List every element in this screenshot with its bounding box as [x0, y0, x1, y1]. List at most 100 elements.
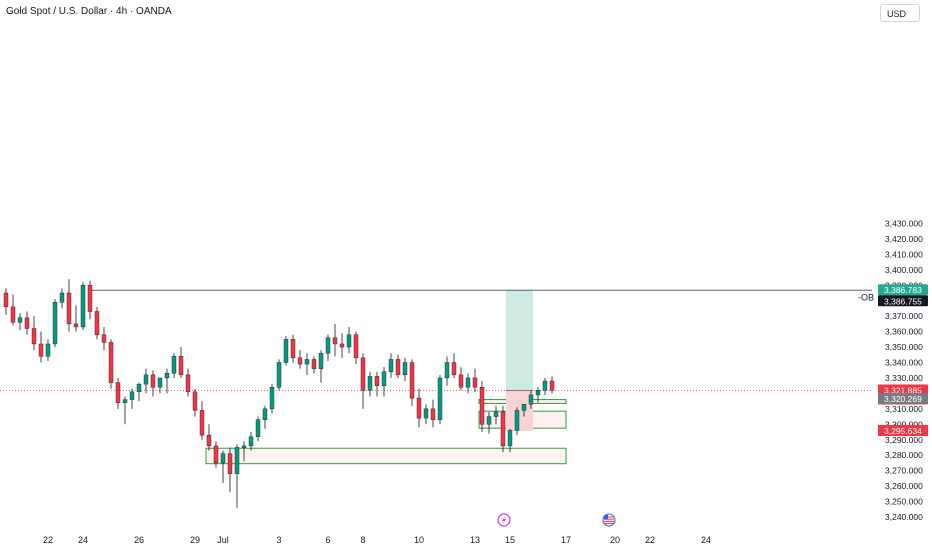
candle-body	[206, 434, 212, 447]
candle-body	[374, 376, 380, 386]
x-tick-label: 3	[276, 535, 281, 545]
candle-body	[262, 408, 268, 420]
candle-body	[38, 343, 44, 357]
x-tick-label: 22	[43, 535, 53, 545]
price-tag	[878, 425, 928, 437]
candle-body	[94, 311, 100, 335]
candle-body	[507, 430, 513, 447]
candle-body	[129, 391, 135, 400]
y-tick-label: 3,420.000	[885, 234, 923, 244]
candle-body	[276, 362, 282, 388]
candle-body	[339, 343, 345, 348]
candle-body	[31, 328, 37, 345]
candle-body	[486, 416, 492, 425]
candle-body	[346, 334, 352, 348]
candle-body	[108, 342, 114, 383]
x-tick-label: 29	[190, 535, 200, 545]
price-tag-label: 3,386.755	[884, 296, 922, 306]
candle-body	[192, 391, 198, 411]
zone-lower	[205, 447, 567, 465]
candle-body	[220, 453, 226, 464]
candle-body	[437, 377, 443, 420]
candle-body	[395, 359, 401, 376]
x-tick-label: 26	[134, 535, 144, 545]
y-tick-label: 3,370.000	[885, 311, 923, 321]
ob-label: -OB	[858, 292, 874, 302]
lightning-glyph	[502, 516, 506, 524]
candle-body	[255, 419, 261, 437]
candle-body	[388, 359, 394, 372]
currency-button[interactable]: USD	[880, 4, 920, 22]
y-tick-label: 3,270.000	[885, 466, 923, 476]
x-tick-label: 17	[561, 535, 571, 545]
candle-body	[409, 362, 415, 399]
candle-body	[178, 356, 184, 376]
candle-body	[514, 410, 520, 431]
candle-body	[80, 285, 86, 328]
candle-body	[17, 317, 23, 323]
y-tick-label: 3,280.000	[885, 450, 923, 460]
candle-body	[535, 390, 541, 396]
candle-body	[213, 445, 219, 464]
candle-body	[66, 292, 72, 325]
x-tick-label: 15	[505, 535, 515, 545]
price-tag	[878, 392, 928, 404]
x-tick-label: 10	[414, 535, 424, 545]
candle-body	[423, 408, 429, 419]
candle-body	[241, 445, 247, 448]
candle-body	[45, 343, 51, 357]
candle-body	[416, 397, 422, 419]
candle-body	[430, 408, 436, 420]
candle-body	[73, 323, 79, 328]
candle-body	[269, 387, 275, 410]
candle-body	[528, 394, 534, 405]
candle-body	[542, 380, 548, 391]
position-stop-zone	[506, 390, 533, 432]
candle-body	[59, 292, 65, 303]
candle-body	[297, 357, 303, 365]
y-tick-label: 3,400.000	[885, 265, 923, 275]
candle-body	[199, 410, 205, 436]
y-tick-label: 3,330.000	[885, 373, 923, 383]
x-tick-label: 13	[470, 535, 480, 545]
price-tag-label: 3,320.269	[884, 394, 922, 404]
candle-body	[318, 353, 324, 369]
candle-body	[304, 359, 310, 365]
y-tick-label: 3,340.000	[885, 358, 923, 368]
price-tag-label: 3,386.783	[884, 285, 922, 295]
y-tick-label: 3,240.000	[885, 512, 923, 522]
y-tick-label: 3,260.000	[885, 481, 923, 491]
price-tag-label: 3,295.634	[884, 426, 922, 436]
candle-body	[227, 453, 233, 474]
candle-body	[87, 285, 93, 312]
candle-body	[52, 302, 58, 345]
flag-canton	[604, 515, 608, 519]
candle-body	[458, 374, 464, 388]
candle-body	[122, 399, 128, 403]
candle-body	[10, 306, 16, 323]
candle-body	[353, 334, 359, 359]
candle-body	[3, 292, 9, 308]
candle-body	[171, 356, 177, 374]
candle-body	[101, 334, 107, 343]
candle-body	[143, 374, 149, 385]
price-tag	[878, 295, 928, 307]
candle-body	[479, 387, 485, 425]
y-tick-label: 3,300.000	[885, 419, 923, 429]
y-tick-label: 3,360.000	[885, 327, 923, 337]
candle-body	[402, 362, 408, 376]
x-tick-label: 8	[360, 535, 365, 545]
candle-body	[451, 362, 457, 376]
y-tick-label: 3,410.000	[885, 249, 923, 259]
candle-body	[164, 373, 170, 379]
candle-body	[290, 339, 296, 359]
candle-body	[234, 447, 240, 474]
x-tick-label: 24	[78, 535, 88, 545]
candle-body	[493, 411, 499, 417]
candle-body	[115, 382, 121, 403]
candle-body	[521, 404, 527, 411]
candle-body	[472, 377, 478, 388]
candle-body	[444, 362, 450, 379]
candle-body	[549, 380, 555, 391]
